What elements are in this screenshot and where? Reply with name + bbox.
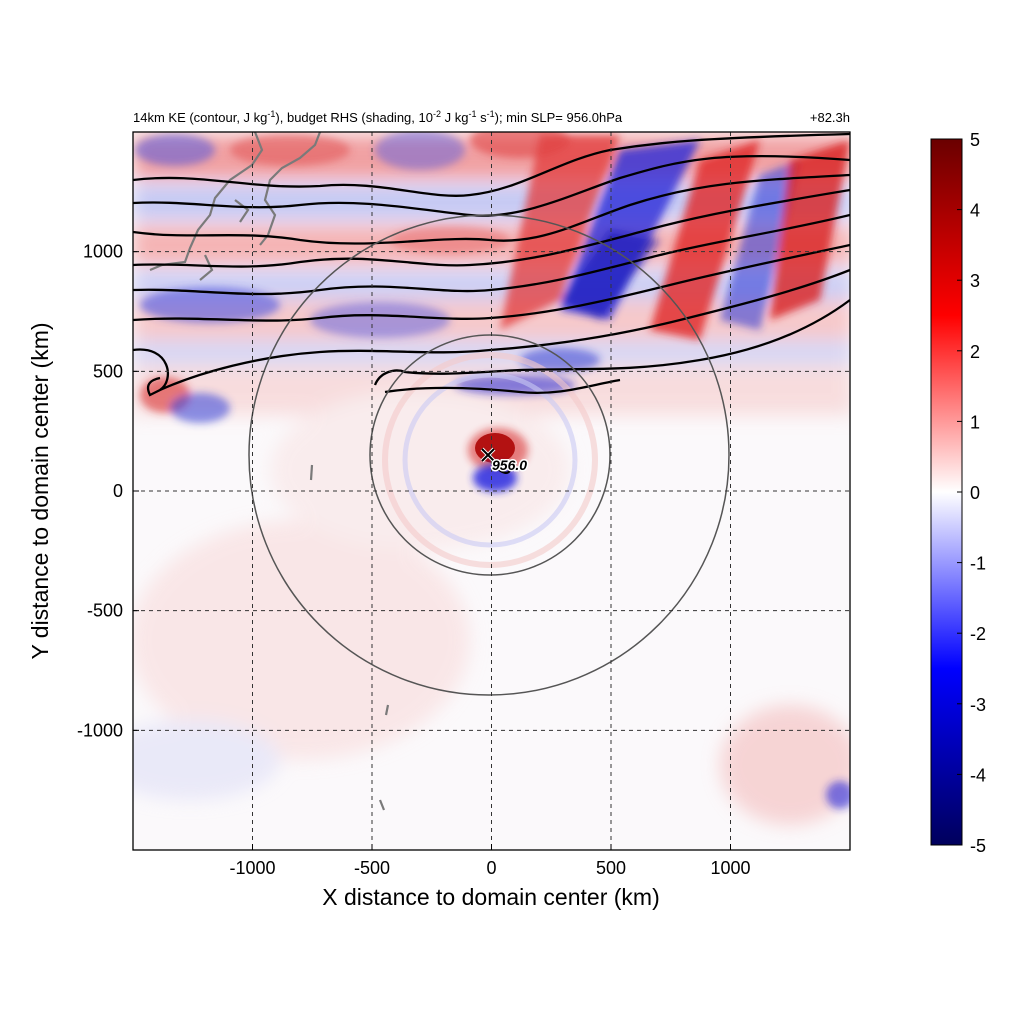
colorbar: 5 4 3 2 1 0 -1 -2 -3 -4 -5 xyxy=(930,130,986,856)
colorbar-gradient xyxy=(930,138,963,846)
x-tick-label-2: 0 xyxy=(486,858,496,878)
colorbar-tick-label-0: 5 xyxy=(970,130,980,150)
range-circle-inner xyxy=(369,334,611,576)
x-tick-label-4: 1000 xyxy=(710,858,750,878)
plot-area xyxy=(133,132,850,850)
colorbar-tick-label-9: -4 xyxy=(970,765,986,785)
min-slp-label-halo: 956.0 xyxy=(492,457,527,473)
chart-title: 14km KE (contour, J kg-1), budget RHS (s… xyxy=(133,109,623,125)
range-circles xyxy=(248,214,730,696)
x-axis-label: X distance to domain center (km) xyxy=(322,884,659,910)
colorbar-tick-label-8: -3 xyxy=(970,695,986,715)
colorbar-tick-label-7: -2 xyxy=(970,624,986,644)
colorbar-tick-label-1: 4 xyxy=(970,201,980,221)
colorbar-tick-label-2: 3 xyxy=(970,271,980,291)
y-tick-label-0: -1000 xyxy=(77,720,123,740)
x-tick-label-3: 500 xyxy=(596,858,626,878)
y-tick-label-2: 0 xyxy=(113,481,123,501)
forecast-time-label: +82.3h xyxy=(810,110,850,125)
colorbar-ticks: 5 4 3 2 1 0 -1 -2 -3 -4 -5 xyxy=(957,130,986,856)
min-slp-label: 956.0 xyxy=(492,457,527,473)
range-circle-outer xyxy=(248,214,730,696)
y-axis-label: Y distance to domain center (km) xyxy=(27,322,53,659)
storm-center-marker xyxy=(480,447,496,463)
colorbar-tick-label-6: -1 xyxy=(970,554,986,574)
x-axis: -1000 -500 0 500 1000 xyxy=(229,844,751,878)
colorbar-tick-label-5: 0 xyxy=(970,483,980,503)
colorbar-tick-label-4: 1 xyxy=(970,412,980,432)
x-tick-label-0: -1000 xyxy=(229,858,275,878)
y-tick-label-1: -500 xyxy=(87,601,123,621)
coastlines xyxy=(149,132,390,811)
x-tick-label-1: -500 xyxy=(354,858,390,878)
y-tick-label-4: 1000 xyxy=(83,242,123,262)
y-tick-label-3: 500 xyxy=(93,361,123,381)
ke-contours xyxy=(133,132,850,474)
colorbar-tick-label-10: -5 xyxy=(970,836,986,856)
y-axis: -1000 -500 0 500 1000 xyxy=(77,242,139,740)
colorbar-tick-label-3: 2 xyxy=(970,342,980,362)
